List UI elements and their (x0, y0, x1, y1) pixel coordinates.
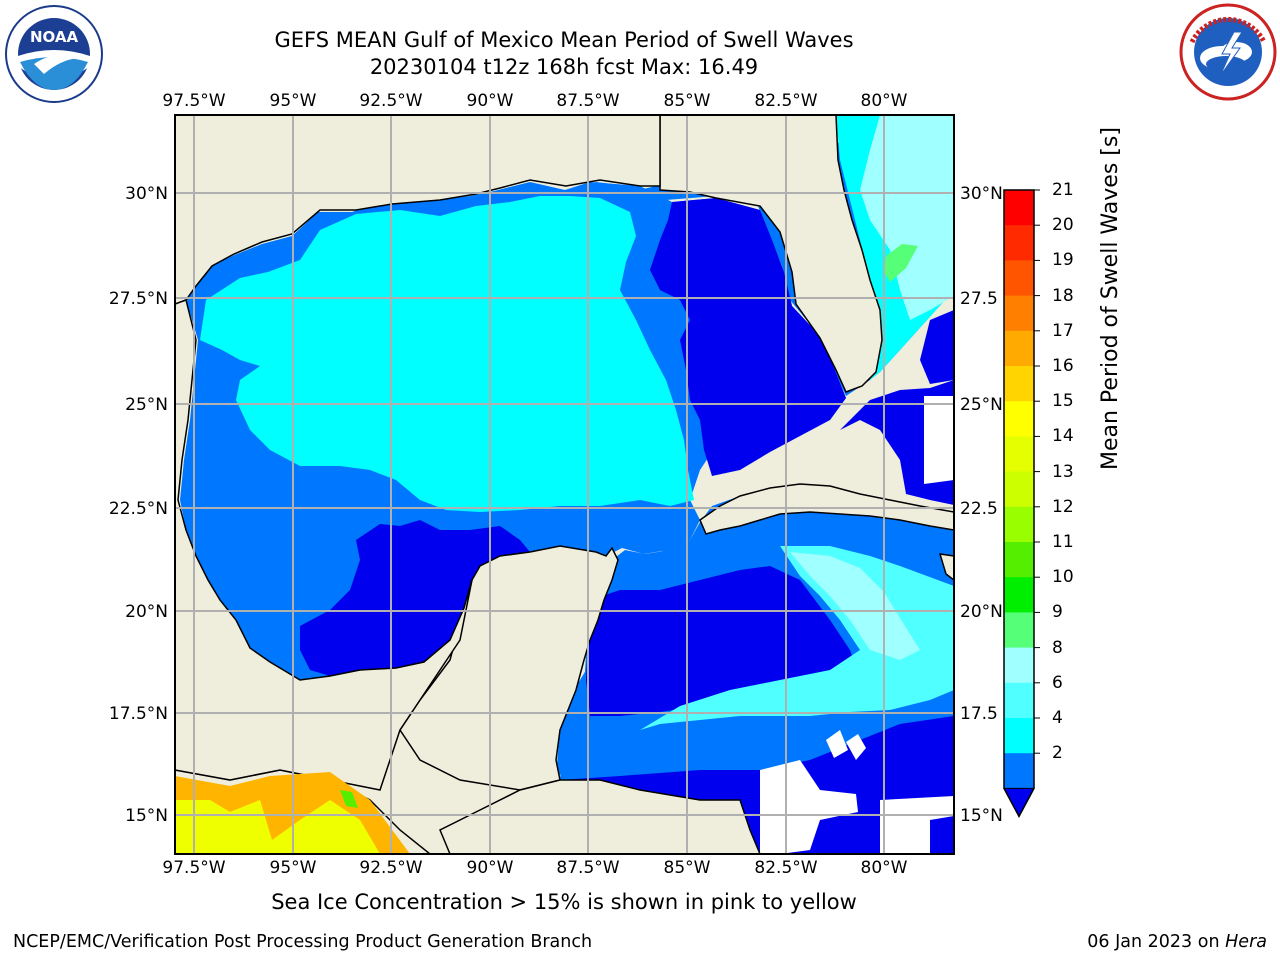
colorbar-tick-label: 13 (1052, 461, 1074, 482)
florida-land (659, 115, 883, 393)
lat-label-right: 22.5 (960, 499, 998, 519)
svg-text:NOAA: NOAA (30, 28, 79, 46)
lat-label-right: 27.5 (960, 289, 998, 309)
colorbar-swatch (1004, 225, 1034, 261)
lat-label-left: 27.5°N (109, 289, 168, 309)
lon-label-bottom: 87.5°W (556, 858, 619, 878)
lon-label-bottom: 82.5°W (754, 858, 817, 878)
lat-label-right: 30°N (960, 184, 1003, 204)
sea-ice-note: Sea Ice Concentration > 15% is shown in … (271, 890, 857, 914)
nws-logo (1179, 3, 1277, 101)
eastern-gulf-dark (650, 198, 846, 476)
mexico-land (175, 299, 473, 791)
colorbar-tick-label: 20 (1052, 215, 1074, 236)
lat-label-left: 30°N (125, 184, 168, 204)
colorbar-swatch (1004, 577, 1034, 613)
lon-label-top: 80°W (861, 91, 908, 111)
lon-label-bottom: 97.5°W (162, 858, 225, 878)
credit-left: NCEP/EMC/Verification Post Processing Pr… (13, 932, 593, 952)
colorbar-swatch (1004, 401, 1034, 437)
lon-label-top: 97.5°W (162, 91, 225, 111)
map-subtitle: 20230104 t12z 168h fcst Max: 16.49 (369, 55, 759, 79)
colorbar-tick-label: 11 (1052, 532, 1074, 552)
colorbar-label: Mean Period of Swell Waves [s] (1098, 127, 1123, 470)
colorbar-tick-label: 16 (1052, 356, 1074, 376)
map-title: GEFS MEAN Gulf of Mexico Mean Period of … (274, 28, 854, 52)
colorbar-swatch (1004, 471, 1034, 508)
colorbar-tick-label: 17 (1052, 320, 1074, 341)
colorbar-tick-label: 6 (1052, 672, 1063, 693)
noaa-logo: NOAA (5, 5, 103, 103)
colorbar-tick-label: 15 (1052, 391, 1074, 412)
lon-label-top: 95°W (270, 91, 317, 111)
campeche-dark (300, 520, 530, 676)
lon-label-top: 82.5°W (754, 91, 817, 111)
colorbar-swatch (1004, 682, 1034, 719)
lat-label-right: 20°N (960, 602, 1003, 622)
colorbar-swatch (1004, 260, 1034, 297)
colorbar-swatch (1004, 647, 1034, 684)
colorbar-swatch (1004, 612, 1034, 649)
lon-label-bottom: 90°W (467, 858, 514, 878)
colorbar-tick-label: 14 (1052, 426, 1074, 447)
credit-host: Hera (1225, 932, 1267, 952)
yucatan-land (399, 545, 619, 791)
colorbar-swatch (1004, 753, 1034, 789)
lat-label-left: 20°N (125, 602, 168, 622)
colorbar-swatch (1004, 436, 1034, 473)
lat-label-left: 15°N (125, 806, 168, 826)
colorbar-tick-label: 19 (1052, 250, 1074, 271)
lon-label-bottom: 85°W (664, 858, 711, 878)
lon-label-bottom: 92.5°W (359, 858, 422, 878)
credit-right: 06 Jan 2023 on Hera (1087, 932, 1267, 952)
lat-label-left: 22.5°N (109, 499, 168, 519)
lat-label-right: 15°N (960, 806, 1003, 826)
colorbar-swatch (1004, 542, 1034, 578)
colorbar-swatch (1004, 506, 1034, 543)
colorbar-swatch (1004, 295, 1034, 332)
lat-label-right: 25°N (960, 395, 1003, 415)
lon-label-top: 92.5°W (359, 91, 422, 111)
lon-label-top: 87.5°W (556, 91, 619, 111)
credit-date: 06 Jan 2023 on (1087, 932, 1220, 952)
colorbar-swatch (1004, 366, 1034, 402)
colorbar (1003, 189, 1040, 818)
lon-label-bottom: 95°W (270, 858, 317, 878)
lat-label-left: 25°N (125, 395, 168, 415)
colorbar-tick-label: 8 (1052, 637, 1063, 658)
gulf-interior (200, 196, 694, 512)
lon-label-bottom: 80°W (861, 858, 908, 878)
lat-label-left: 17.5°N (109, 704, 168, 724)
colorbar-swatch (1004, 718, 1034, 754)
lon-label-top: 85°W (664, 91, 711, 111)
colorbar-swatch (1004, 190, 1034, 226)
colorbar-tick-label: 9 (1052, 602, 1063, 623)
colorbar-tick-label: 2 (1052, 743, 1063, 764)
graticule (175, 115, 954, 854)
colorbar-tick-label: 4 (1052, 708, 1063, 728)
colorbar-tick-label: 18 (1052, 285, 1074, 306)
colorbar-tick-label: 21 (1052, 180, 1074, 200)
colorbar-tick-label: 12 (1052, 496, 1074, 517)
lat-label-right: 17.5 (960, 704, 998, 724)
colorbar-tick-label: 10 (1052, 567, 1074, 588)
lon-label-top: 90°W (467, 91, 514, 111)
colorbar-extend-arrow (1003, 787, 1035, 818)
colorbar-swatch (1004, 330, 1034, 367)
